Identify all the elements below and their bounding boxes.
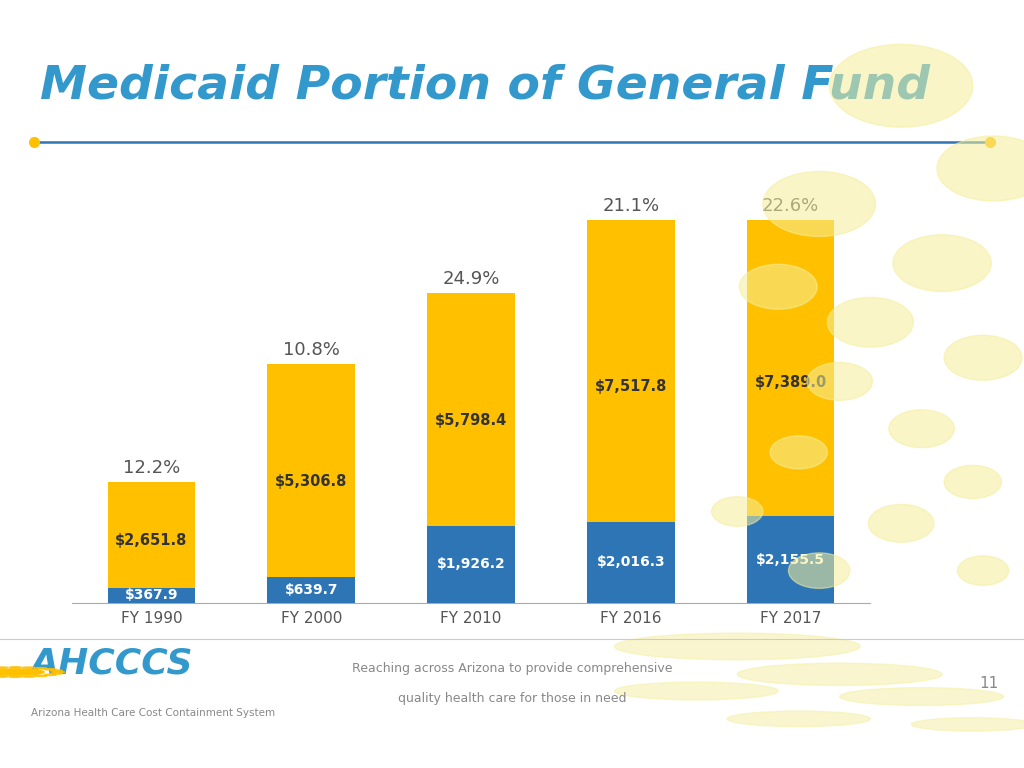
Circle shape [614, 682, 778, 700]
Bar [587, 522, 675, 603]
Bar [427, 525, 515, 603]
Text: Reaching across Arizona to provide comprehensive: Reaching across Arizona to provide compr… [352, 662, 672, 675]
Circle shape [807, 362, 872, 400]
Circle shape [937, 136, 1024, 201]
Text: $1,926.2: $1,926.2 [436, 558, 506, 571]
Text: $367.9: $367.9 [125, 588, 178, 602]
Circle shape [840, 687, 1004, 706]
Text: $2,016.3: $2,016.3 [596, 555, 666, 569]
Text: 12.2%: 12.2% [123, 458, 180, 477]
Bar [267, 364, 355, 578]
Bar [587, 220, 675, 522]
Bar [746, 220, 835, 516]
Circle shape [44, 669, 56, 670]
Circle shape [944, 465, 1001, 498]
Text: 21.1%: 21.1% [602, 197, 659, 215]
Circle shape [770, 435, 827, 469]
Circle shape [614, 633, 860, 660]
Bar [427, 293, 515, 525]
Circle shape [827, 297, 913, 347]
Text: $5,798.4: $5,798.4 [435, 413, 507, 429]
Circle shape [868, 505, 934, 542]
Circle shape [9, 667, 22, 668]
Circle shape [727, 711, 870, 727]
Bar [746, 516, 835, 603]
Circle shape [35, 675, 47, 677]
Circle shape [23, 676, 35, 677]
Text: $2,155.5: $2,155.5 [756, 553, 825, 567]
Text: $7,517.8: $7,517.8 [595, 379, 667, 394]
Text: $2,651.8: $2,651.8 [116, 533, 187, 548]
Text: Medicaid Portion of General Fund: Medicaid Portion of General Fund [40, 64, 931, 109]
Circle shape [52, 671, 65, 673]
Circle shape [50, 673, 62, 674]
Text: 24.9%: 24.9% [442, 270, 500, 288]
Text: $5,306.8: $5,306.8 [275, 474, 347, 488]
Circle shape [911, 718, 1024, 731]
Bar [108, 588, 196, 603]
Text: Arizona Health Care Cost Containment System: Arizona Health Care Cost Containment Sys… [31, 708, 274, 718]
Circle shape [712, 497, 763, 526]
Circle shape [889, 410, 954, 448]
Circle shape [737, 664, 942, 685]
Text: quality health care for those in need: quality health care for those in need [397, 692, 627, 705]
Circle shape [739, 264, 817, 310]
Text: $7,389.0: $7,389.0 [755, 376, 826, 390]
Circle shape [23, 667, 35, 668]
Circle shape [9, 676, 22, 677]
Text: 22.6%: 22.6% [762, 197, 819, 215]
Text: AHCCCS: AHCCCS [31, 646, 194, 680]
Circle shape [0, 676, 8, 677]
Text: $639.7: $639.7 [285, 583, 338, 597]
Circle shape [788, 553, 850, 588]
Circle shape [0, 667, 8, 668]
Circle shape [944, 336, 1022, 380]
Bar [267, 578, 355, 603]
Bar [108, 482, 196, 588]
Text: 11: 11 [979, 676, 998, 690]
Circle shape [957, 556, 1009, 585]
Circle shape [893, 235, 991, 292]
Circle shape [44, 674, 56, 676]
Text: 10.8%: 10.8% [283, 341, 340, 359]
Circle shape [35, 667, 47, 669]
Circle shape [0, 669, 44, 675]
Circle shape [763, 171, 876, 237]
Circle shape [829, 45, 973, 127]
Circle shape [50, 670, 62, 671]
